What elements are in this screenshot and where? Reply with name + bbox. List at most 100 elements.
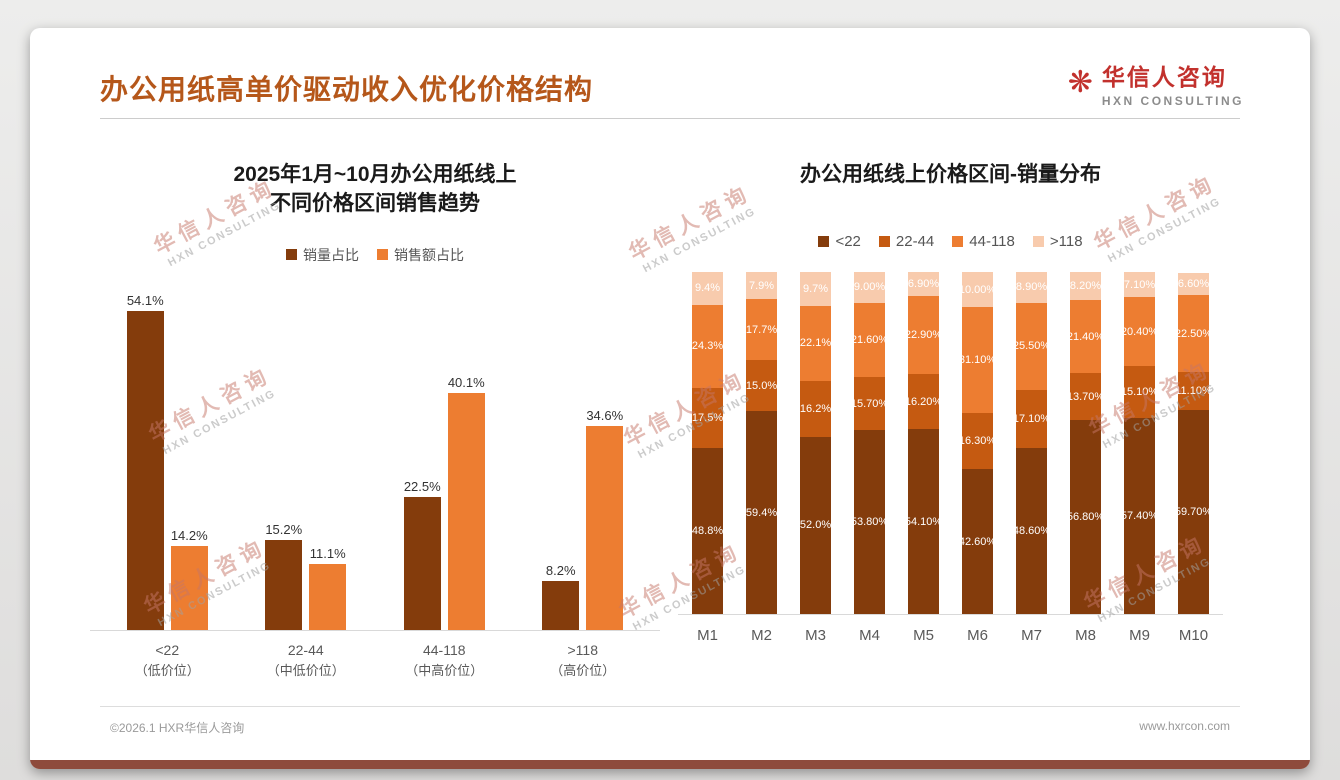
bar-rect: [170, 546, 208, 630]
x-axis-label: M4: [859, 627, 880, 645]
stacked-bar: 59.4% 15.0% 17.7% 7.9%: [746, 272, 777, 615]
stack-segment: 15.70%: [851, 376, 888, 431]
title-divider: [100, 118, 1240, 119]
bar-value-label: 40.1%: [447, 375, 485, 391]
chart-title-line: 2025年1月~10月办公用纸线上: [233, 163, 517, 186]
x-axis-label: 44-118 （中高价位）: [375, 640, 514, 682]
stack-segment: 6.60%: [1178, 272, 1209, 296]
stack-segment: 13.70%: [1067, 373, 1104, 421]
bar-value-label: 11.1%: [309, 546, 346, 562]
stacked-bar: 53.80% 15.70% 21.60% 9.00%: [851, 272, 888, 615]
bar-value-label: 8.2%: [545, 563, 576, 579]
bar-group: 8.2% 34.6%: [514, 285, 653, 630]
x-axis-label: 22-44 （中低价位）: [237, 640, 376, 682]
stack-segment: 21.60%: [851, 302, 888, 377]
x-axis-label-main: >118: [567, 641, 599, 658]
bar: 8.2%: [542, 285, 580, 630]
stack-segment: 31.10%: [959, 306, 996, 413]
stack-segment: 25.50%: [1013, 302, 1050, 390]
stack-segment: 16.2%: [800, 381, 831, 437]
x-axis-label: M6: [967, 627, 988, 645]
footer-divider: [100, 706, 1240, 707]
x-axis-label: M8: [1075, 627, 1096, 645]
stack-segment: 6.90%: [908, 272, 939, 296]
bar-rect: [265, 540, 303, 630]
legend-item: 销售额占比: [377, 245, 464, 265]
company-logo: ❋ 华信人咨询 HXN CONSULTING: [1068, 58, 1244, 108]
legend-item: 销量占比: [286, 245, 359, 265]
stack-segment: 52.0%: [800, 436, 831, 615]
bar: 54.1%: [126, 285, 164, 630]
right-chart-x-axis: M1 M2 M3 M4 M5 M6 M7 M8 M9 M10: [678, 627, 1223, 644]
legend-label: <22: [835, 233, 861, 251]
stack-segment: 8.20%: [1070, 272, 1101, 301]
x-axis-label: M3: [805, 627, 826, 645]
legend-item: >118: [1032, 233, 1083, 250]
right-chart-title: 办公用纸线上价格区间-销量分布: [800, 163, 1101, 186]
bottom-accent-bar: [30, 760, 1310, 769]
x-axis-label: M10: [1178, 627, 1209, 645]
x-axis-label-sub: （中低价位）: [266, 663, 345, 679]
slide-card: 办公用纸高单价驱动收入优化价格结构 ❋ 华信人咨询 HXN CONSULTING…: [30, 28, 1310, 769]
stack-segment: 7.10%: [1124, 272, 1155, 297]
x-axis-label-main: 44-118: [422, 641, 466, 658]
logo-flower-icon: ❋: [1067, 66, 1093, 99]
stack-segment: 7.9%: [746, 272, 777, 300]
bar-value-label: 14.2%: [170, 528, 208, 544]
bar-value-label: 54.1%: [126, 292, 164, 308]
stack-segment: 22.50%: [1175, 295, 1212, 373]
left-chart-x-axis: <22 （低价位） 22-44 （中低价位） 44-118 （中高价位） >118 （高价位）: [90, 640, 660, 682]
legend-label: 22-44: [895, 233, 935, 251]
legend-item: 22-44: [878, 233, 935, 251]
stack-segment: 9.4%: [692, 272, 723, 305]
x-axis-label: M1: [697, 627, 718, 645]
stacked-bar: 42.60% 16.30% 31.10% 10.00%: [959, 272, 996, 615]
left-chart-title: 2025年1月~10月办公用纸线上 不同价格区间销售趋势: [90, 160, 660, 219]
stack-segment: 48.8%: [692, 447, 723, 615]
stack-segment: 22.1%: [800, 305, 831, 382]
stack-segment: 9.7%: [800, 272, 831, 306]
bar: 15.2%: [265, 285, 303, 630]
bar-group: 54.1% 14.2%: [98, 285, 237, 630]
bar-rect: [309, 564, 347, 630]
bar: 11.1%: [309, 285, 347, 630]
stack-segment: 42.60%: [959, 468, 996, 615]
logo-text: 华信人咨询 HXN CONSULTING: [1102, 58, 1244, 108]
bar-rect: [447, 393, 485, 630]
stacked-bar: 57.40% 15.10% 20.40% 7.10%: [1121, 272, 1158, 615]
right-chart-plot: 48.8% 17.5% 24.3% 9.4% 59.4% 15.0% 17.7% 7.9% 52…: [678, 272, 1223, 616]
x-axis-label: M7: [1021, 627, 1042, 645]
bar-rect: [542, 581, 580, 630]
footer-website: www.hxrcon.com: [1139, 719, 1230, 733]
bar-value-label: 22.5%: [403, 479, 441, 495]
right-chart-legend: <22 22-44 44-118 >118: [678, 233, 1223, 250]
logo-name-en: HXN CONSULTING: [1101, 94, 1244, 108]
stacked-bar-chart: 办公用纸线上价格区间-销量分布 <22 22-44 44-118 >118 48.8%…: [678, 146, 1223, 644]
stack-segment: 57.40%: [1121, 418, 1158, 615]
legend-item: 44-118: [952, 233, 1015, 250]
legend-label: 销量占比: [303, 246, 359, 263]
grouped-bar-chart: 2025年1月~10月办公用纸线上 不同价格区间销售趋势 销量占比 销售额占比 5…: [90, 146, 660, 682]
x-axis-label: >118 （高价位）: [514, 640, 653, 682]
stack-segment: 53.80%: [851, 430, 888, 615]
stack-segment: 21.40%: [1067, 300, 1104, 374]
x-axis-label-main: 22-44: [287, 641, 324, 658]
bar-value-label: 15.2%: [265, 522, 303, 538]
stack-segment: 59.70%: [1175, 410, 1212, 615]
bar-rect: [403, 497, 441, 630]
chart-title-line: 不同价格区间销售趋势: [270, 192, 480, 216]
bar: 22.5%: [403, 285, 441, 630]
stack-segment: 20.40%: [1121, 296, 1158, 367]
logo-name-cn: 华信人咨询: [1101, 64, 1227, 90]
x-axis-label: <22 （低价位）: [98, 640, 237, 682]
bar-value-label: 34.6%: [586, 407, 624, 423]
stack-segment: 17.7%: [746, 299, 777, 360]
stack-segment: 54.10%: [905, 429, 942, 615]
legend-label: 44-118: [969, 233, 1015, 251]
stack-segment: 17.5%: [692, 387, 723, 448]
bar-group: 22.5% 40.1%: [375, 285, 514, 630]
x-axis-label: M5: [913, 627, 934, 645]
left-chart-plot: 54.1% 14.2% 15.2% 11.1% 22.5% 40.1% 8.2% 34.6%: [90, 285, 660, 631]
page-title: 办公用纸高单价驱动收入优化价格结构: [100, 74, 594, 105]
x-axis-label: M9: [1129, 627, 1150, 645]
